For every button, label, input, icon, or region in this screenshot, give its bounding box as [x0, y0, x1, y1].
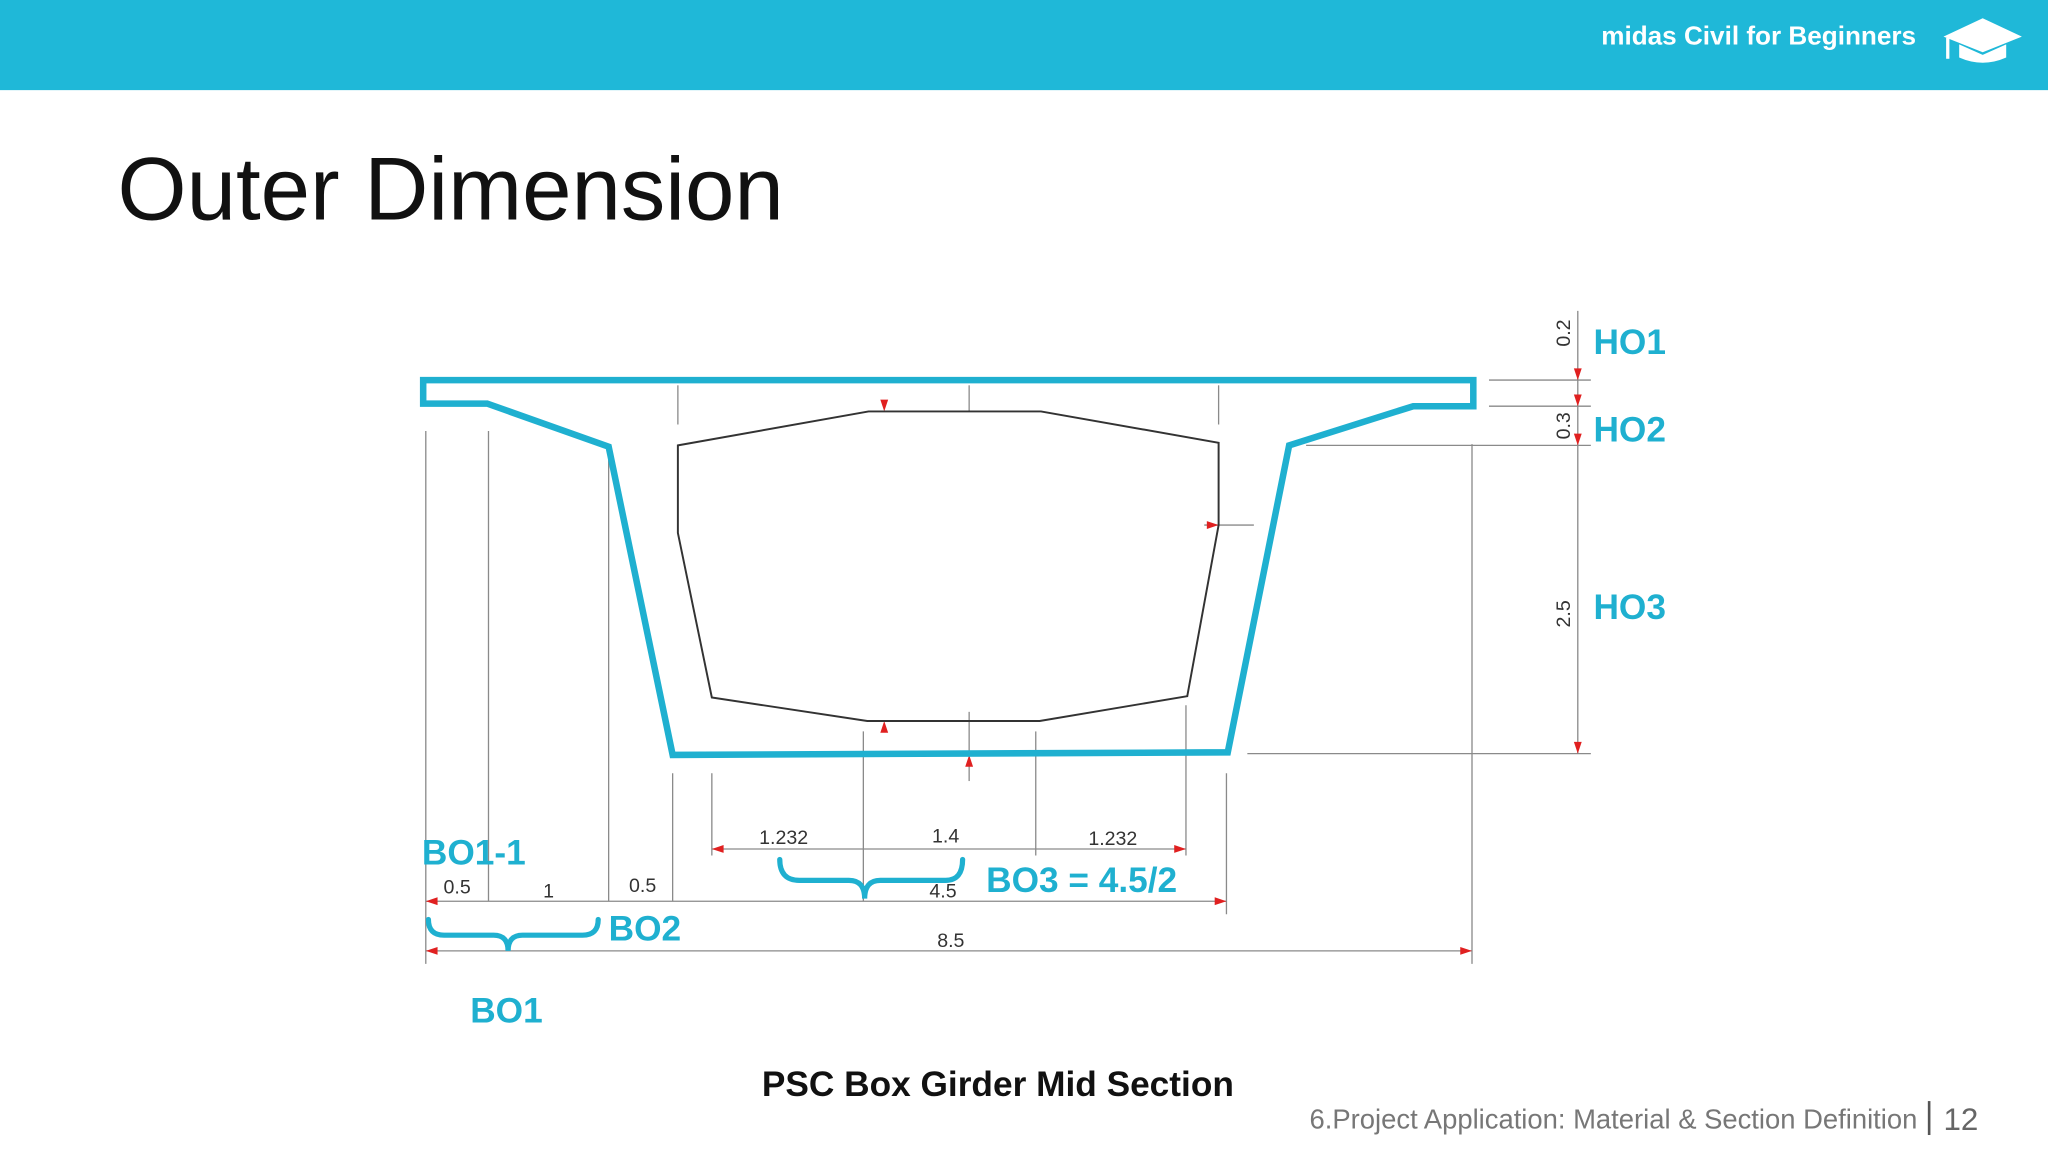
cap-icon — [1943, 18, 2022, 63]
width-label: BO1 — [470, 992, 542, 1031]
slide-title: Outer Dimension — [118, 139, 784, 238]
height-label: HO2 — [1593, 410, 1665, 449]
brace — [425, 916, 601, 951]
dim-text: 2.5 — [1553, 600, 1575, 627]
width-label: BO2 — [609, 909, 681, 948]
dim-text: 1 — [543, 880, 554, 902]
dim-text: 0.3 — [1553, 412, 1575, 439]
dim-text: 1.232 — [1088, 828, 1137, 850]
brace — [777, 856, 966, 899]
inner-void — [676, 410, 1220, 722]
footer-section: 6.Project Application: Material & Sectio… — [1310, 1103, 1918, 1134]
dim-text: 1.4 — [932, 825, 959, 847]
width-label: BO1-1 — [422, 834, 526, 873]
dim-text: 1.232 — [759, 827, 808, 849]
dim-text: 4.5 — [929, 880, 956, 902]
header-bar — [0, 0, 2048, 91]
dim-text: 0.5 — [629, 875, 656, 897]
caption: PSC Box Girder Mid Section — [762, 1065, 1234, 1104]
height-label: HO1 — [1593, 323, 1665, 362]
dimension-arrows — [425, 368, 1582, 955]
page-number: 12 — [1944, 1102, 1979, 1137]
outer-section — [419, 376, 1477, 759]
height-label: HO3 — [1593, 588, 1665, 627]
dim-text: 8.5 — [937, 930, 964, 952]
width-label: BO3 = 4.5/2 — [986, 861, 1177, 900]
dim-text: 0.2 — [1553, 319, 1575, 346]
brand: midas Civil for Beginners — [1601, 20, 1916, 50]
dim-text: 0.5 — [444, 876, 471, 898]
